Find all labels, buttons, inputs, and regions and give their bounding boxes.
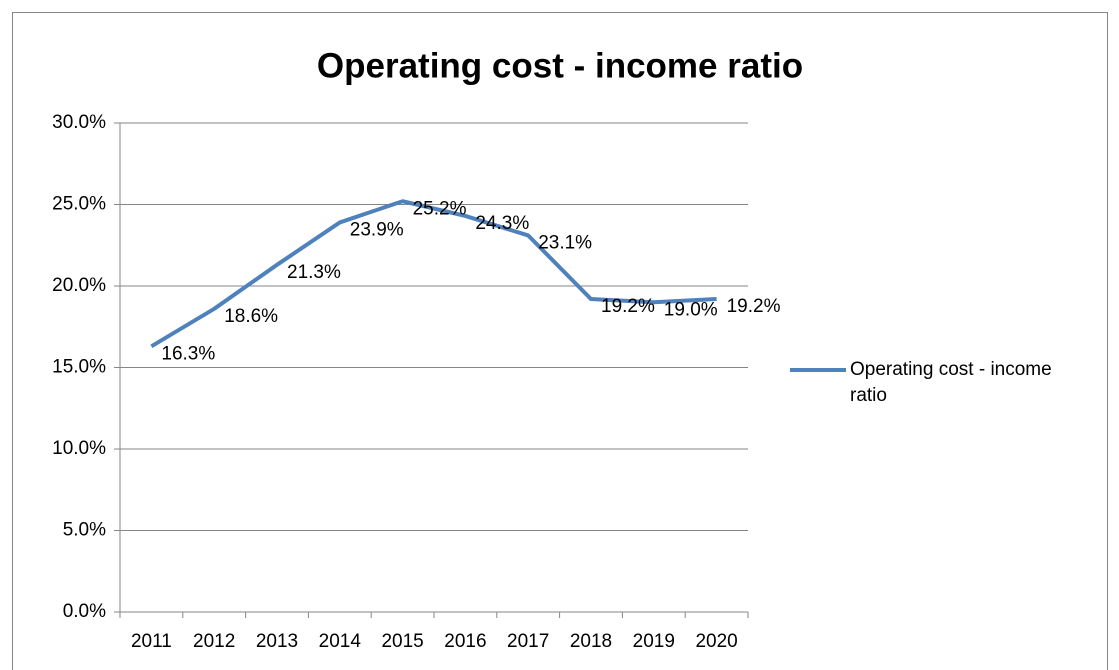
x-tick-label: 2020 [695, 631, 737, 652]
x-tick-label: 2014 [319, 631, 362, 652]
data-label: 24.3% [475, 213, 529, 234]
x-tick-label: 2017 [507, 631, 549, 652]
y-tick-label: 5.0% [63, 520, 106, 541]
data-label: 19.2% [727, 296, 781, 317]
y-tick-label: 15.0% [52, 357, 106, 378]
data-label: 23.1% [538, 232, 592, 253]
chart-border [12, 12, 1108, 670]
data-label: 16.3% [161, 343, 215, 364]
x-tick-label: 2015 [381, 631, 423, 652]
y-tick-label: 0.0% [63, 601, 106, 622]
data-label: 18.6% [224, 306, 278, 327]
series-line [150, 199, 717, 349]
data-label: 25.2% [413, 198, 467, 219]
data-label: 21.3% [287, 262, 341, 283]
y-tick-label: 30.0% [52, 112, 106, 133]
x-tick-label: 2016 [444, 631, 486, 652]
data-label: 19.2% [601, 296, 655, 317]
y-tick-label: 25.0% [52, 194, 106, 215]
x-tick-label: 2012 [193, 631, 235, 652]
x-tick-label: 2019 [633, 631, 675, 652]
y-tick-label: 10.0% [52, 438, 106, 459]
x-tick-label: 2018 [570, 631, 612, 652]
chart-title: Operating cost - income ratio [317, 46, 803, 85]
data-label: 23.9% [350, 219, 404, 240]
y-tick-label: 20.0% [52, 275, 106, 296]
legend-label: Operating cost - income ratio [850, 359, 1052, 406]
x-tick-label: 2011 [131, 631, 172, 652]
x-tick-label: 2013 [256, 631, 298, 652]
data-label: 19.0% [664, 299, 718, 320]
